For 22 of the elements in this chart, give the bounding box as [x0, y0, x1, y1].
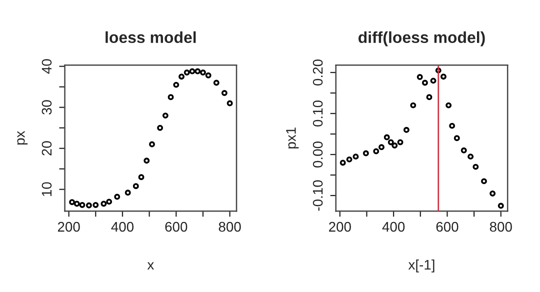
- x-tick-label: 200: [58, 222, 80, 232]
- chart-title: diff(loess model): [358, 31, 485, 46]
- y-tick-label: 20: [42, 141, 52, 156]
- x-tick-label: 800: [218, 222, 241, 232]
- y-tick-label: 0.00: [312, 142, 323, 168]
- y-axis-title: px1: [286, 128, 299, 148]
- y-tick-label: 40: [42, 59, 52, 74]
- x-tick-label: 600: [436, 222, 458, 232]
- x-tick-label: 400: [382, 222, 405, 232]
- x-tick-label: 400: [111, 222, 134, 232]
- x-tick-label: 600: [165, 222, 188, 232]
- x-tick-label: 200: [329, 222, 351, 232]
- y-tick-label: 0.10: [312, 100, 323, 126]
- chart-title: loess model: [106, 31, 196, 44]
- x-axis-title: x: [147, 262, 154, 270]
- x-tick-label: 800: [490, 222, 512, 232]
- y-tick-label: 10: [42, 182, 52, 196]
- y-tick-label: -0.10: [312, 180, 323, 211]
- y-tick-label: 30: [42, 100, 52, 115]
- y-axis-title: px: [17, 130, 28, 145]
- x-axis-title: x[-1]: [408, 259, 434, 272]
- y-tick-label: 0.20: [312, 60, 323, 86]
